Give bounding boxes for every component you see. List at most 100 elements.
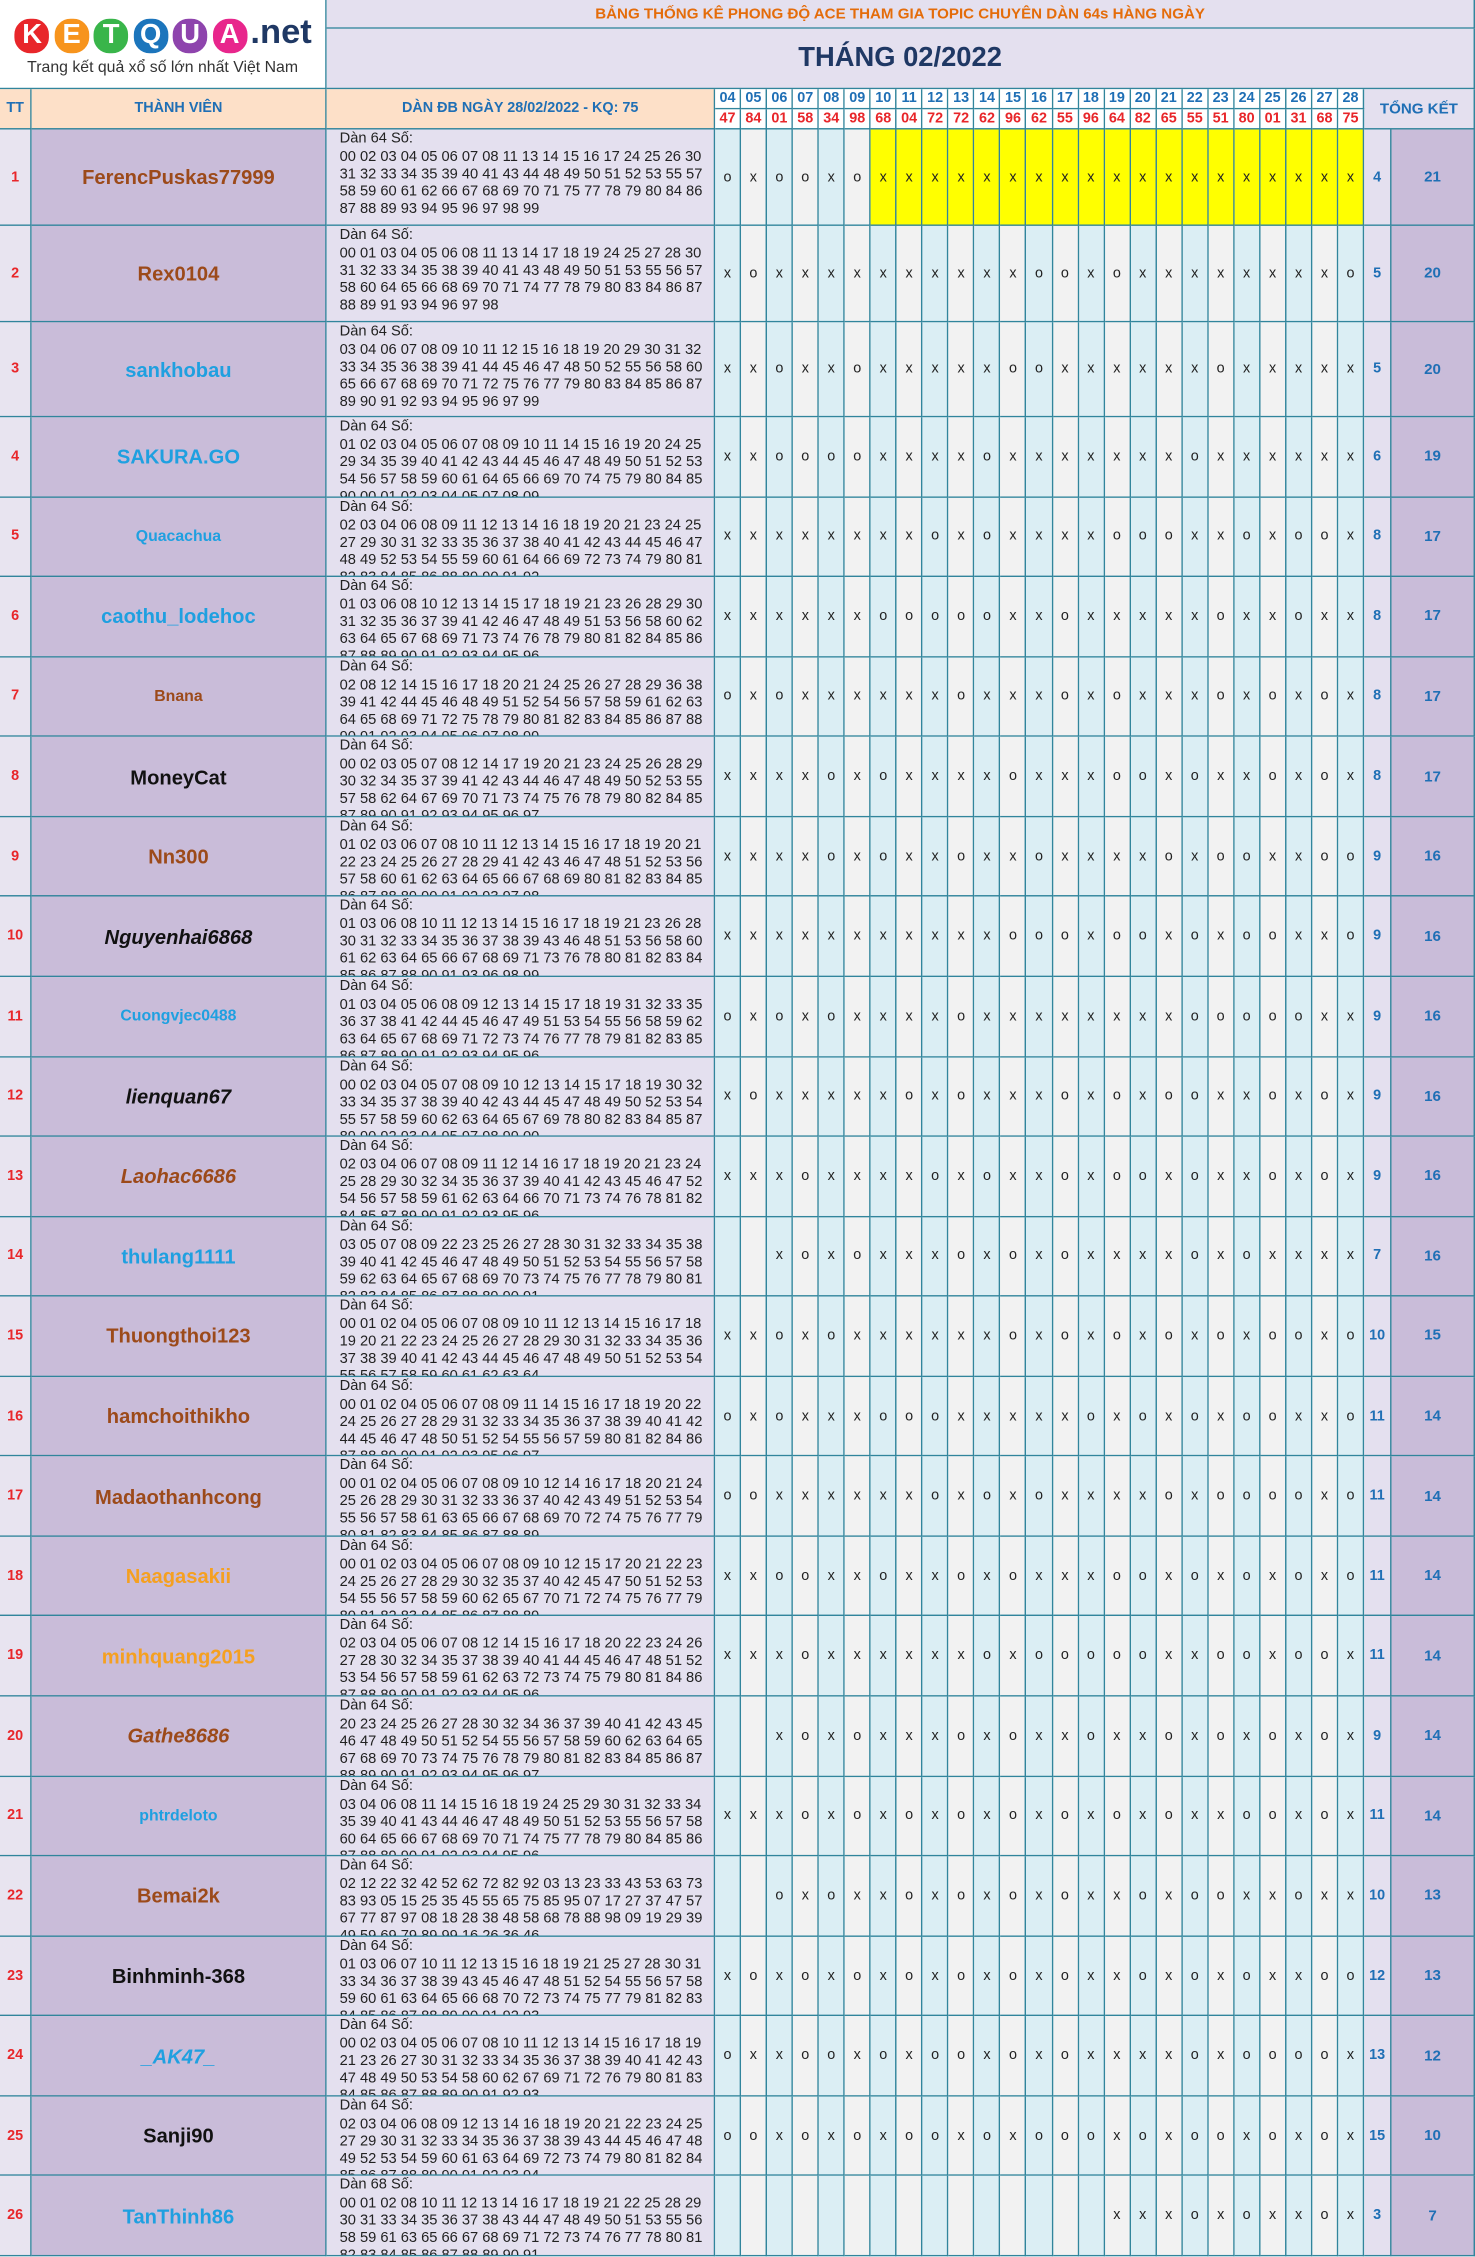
hit-count: 8: [1364, 497, 1392, 578]
row-index: 10: [0, 897, 32, 978]
total: 14: [1391, 1536, 1475, 1617]
day-mark: x: [767, 577, 794, 658]
day-mark: o: [767, 1536, 794, 1617]
day-mark: o: [1208, 1296, 1235, 1377]
day-mark: o: [1312, 1616, 1339, 1697]
dan-label: Dàn 64 Số:: [339, 898, 413, 915]
day-mark: o: [715, 1456, 742, 1537]
day-mark: x: [1234, 129, 1261, 226]
row-index: 25: [0, 2096, 32, 2177]
dan-cell: Dàn 64 Số: 01 03 06 08 10 12 13 14 15 17 …: [326, 577, 716, 658]
day-mark: o: [1234, 1536, 1261, 1617]
day-mark: o: [1182, 737, 1209, 818]
total: 16: [1391, 1136, 1475, 1217]
row-index: 4: [0, 417, 32, 498]
day-mark: x: [767, 1456, 794, 1537]
day-mark: x: [1052, 737, 1079, 818]
day-mark: x: [715, 737, 742, 818]
day-mark: o: [715, 129, 742, 226]
day-mark: x: [1182, 129, 1209, 226]
day-mark: o: [1234, 897, 1261, 978]
day-mark: x: [948, 1296, 975, 1377]
day-mark: o: [1026, 322, 1053, 418]
row-index: 2: [0, 225, 32, 323]
day-mark: o: [1260, 2016, 1287, 2097]
day-mark: x: [1182, 1616, 1209, 1697]
day-mark: x: [819, 1616, 845, 1697]
day-header: 25: [1260, 89, 1287, 110]
hit-count: 4: [1364, 129, 1392, 226]
day-result: 47: [715, 109, 742, 130]
day-mark: x: [1130, 577, 1157, 658]
day-mark: x: [1312, 1536, 1339, 1617]
row-index: 3: [0, 322, 32, 418]
day-mark: o: [1156, 497, 1183, 578]
day-result: 04: [896, 109, 923, 130]
day-mark: o: [819, 1296, 845, 1377]
day-mark: o: [767, 657, 794, 738]
day-mark: x: [1078, 1936, 1105, 2017]
day-mark: x: [1260, 1536, 1287, 1617]
day-mark: o: [793, 1616, 820, 1697]
day-mark: x: [1260, 225, 1287, 323]
day-mark: x: [1156, 2176, 1183, 2257]
hit-count: 8: [1364, 577, 1392, 658]
day-mark: o: [1182, 1376, 1209, 1457]
day-mark: o: [1078, 1696, 1105, 1777]
day-mark: x: [1338, 2016, 1365, 2097]
day-mark: x: [948, 2096, 975, 2177]
day-mark: x: [870, 1456, 897, 1537]
day-mark: x: [1130, 1056, 1157, 1137]
day-mark: x: [1208, 1936, 1235, 2017]
row-index: 1: [0, 129, 32, 226]
day-mark: x: [1156, 577, 1183, 658]
day-mark: o: [1286, 497, 1313, 578]
day-header: 20: [1130, 89, 1157, 110]
day-mark: x: [819, 897, 845, 978]
day-mark: x: [741, 1136, 768, 1217]
day-mark: x: [819, 577, 845, 658]
day-mark: o: [1338, 225, 1365, 323]
day-mark: x: [1208, 497, 1235, 578]
day-mark: x: [974, 737, 1001, 818]
day-mark: x: [1130, 977, 1157, 1057]
row-index: 9: [0, 817, 32, 898]
day-mark: o: [1312, 1776, 1339, 1857]
day-result: 65: [1156, 109, 1183, 130]
day-mark: x: [844, 737, 871, 818]
day-mark: o: [1130, 897, 1157, 978]
day-mark: x: [974, 897, 1001, 978]
hit-count: 10: [1364, 1296, 1392, 1377]
day-header: 12: [922, 89, 949, 110]
hit-count: 10: [1364, 1856, 1392, 1937]
day-mark: o: [1130, 1136, 1157, 1217]
day-mark: o: [1130, 1376, 1157, 1457]
day-mark: x: [1078, 1296, 1105, 1377]
row-index: 24: [0, 2016, 32, 2097]
member-name: TanThinh86: [31, 2176, 327, 2257]
title-bar: BẢNG THỐNG KÊ PHONG ĐỘ ACE THAM GIA TOPI…: [326, 0, 1475, 29]
day-mark: x: [1026, 1536, 1053, 1617]
day-mark: o: [1000, 322, 1027, 418]
day-mark: o: [1182, 1216, 1209, 1297]
day-mark: x: [1312, 225, 1339, 323]
dan-label: Dàn 64 Số:: [339, 1138, 413, 1155]
dan-cell: Dàn 64 Số: 03 05 07 08 09 22 23 25 26 27 …: [326, 1216, 716, 1297]
day-mark: o: [767, 322, 794, 418]
day-mark: o: [1312, 2096, 1339, 2177]
day-mark: [715, 2176, 742, 2257]
day-mark: o: [948, 1776, 975, 1857]
day-mark: o: [793, 1776, 820, 1857]
day-result: 96: [1078, 109, 1105, 130]
day-mark: x: [1078, 817, 1105, 898]
day-mark: x: [741, 322, 768, 418]
day-mark: o: [793, 1216, 820, 1297]
day-mark: x: [844, 1136, 871, 1217]
day-mark: x: [1338, 737, 1365, 818]
day-mark: o: [922, 577, 949, 658]
day-mark: o: [1026, 1616, 1053, 1697]
day-mark: x: [741, 1376, 768, 1457]
day-mark: o: [1026, 225, 1053, 323]
day-mark: [922, 2176, 949, 2257]
day-mark: x: [1338, 577, 1365, 658]
